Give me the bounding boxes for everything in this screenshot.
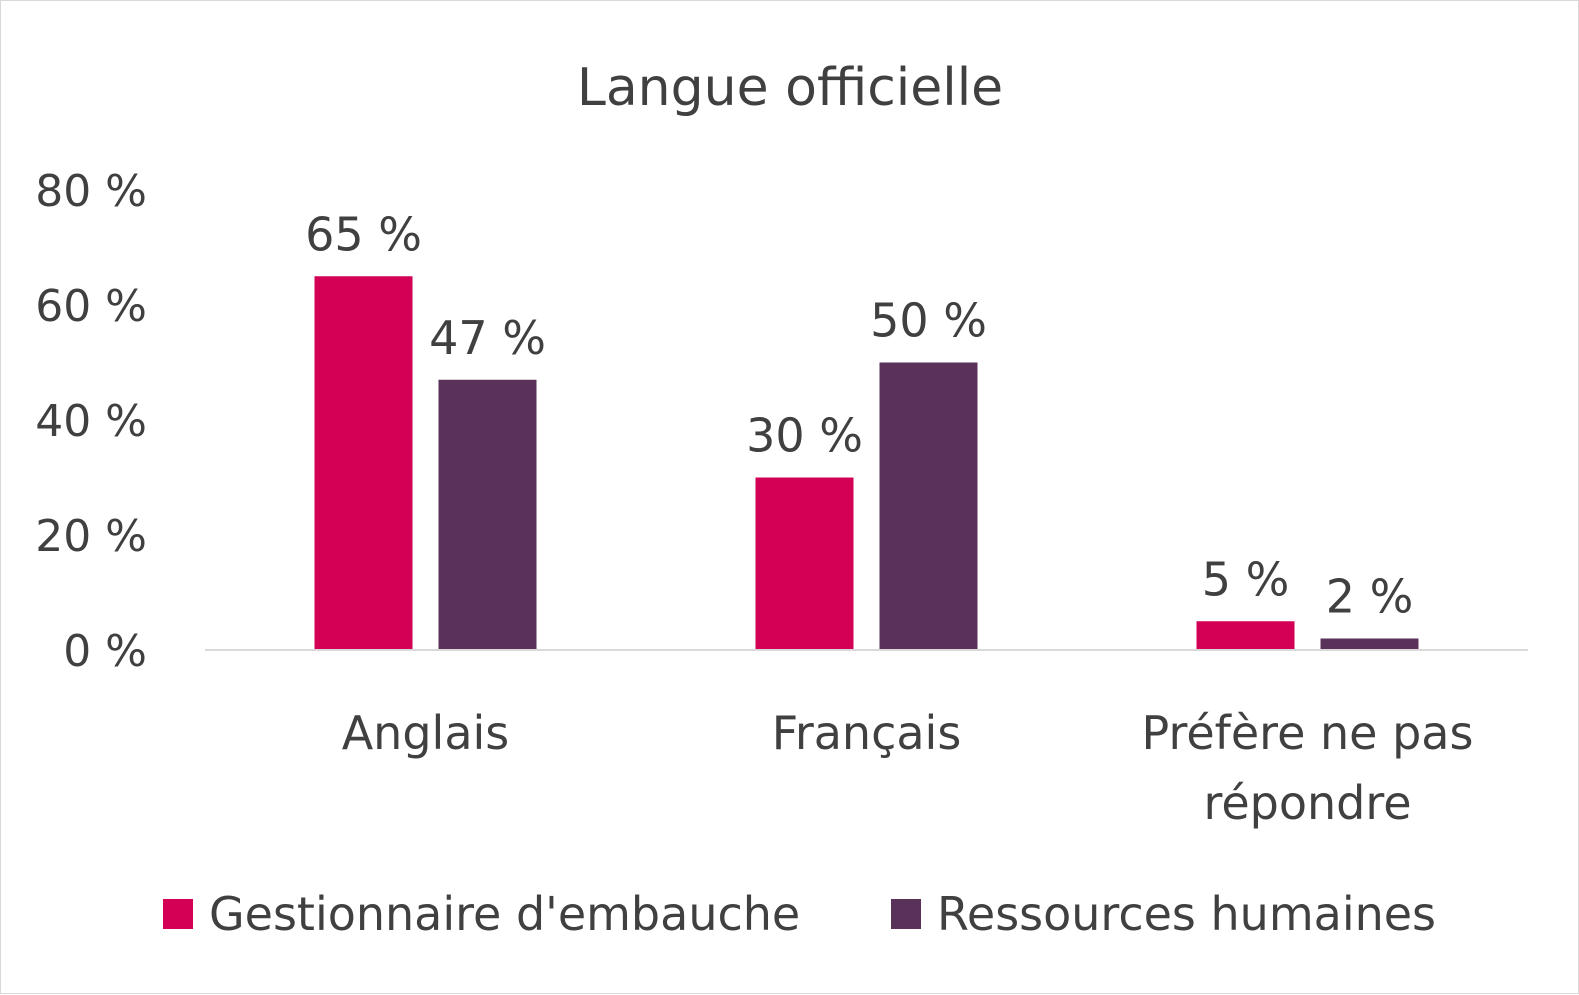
data-label: 65 %: [305, 207, 422, 261]
bar: [1196, 621, 1295, 650]
bar: [438, 379, 537, 650]
data-label: 30 %: [746, 409, 863, 463]
x-tick-label-line: Français: [772, 706, 962, 760]
bar: [1320, 638, 1419, 650]
y-axis: 0 % 20 % 40 % 60 % 80 %: [35, 166, 147, 677]
data-label: 47 %: [429, 311, 546, 365]
data-label: 5 %: [1202, 552, 1290, 606]
legend: Gestionnaire d'embauche Ressources humain…: [163, 887, 1436, 941]
x-tick-label: Anglais: [342, 706, 510, 760]
x-tick-label-line: répondre: [1203, 776, 1411, 830]
x-tick-label-line: Anglais: [342, 706, 510, 760]
bar: [879, 362, 978, 650]
bars: 65 %47 % 30 % 50 % 5 % 2 %: [305, 207, 1419, 650]
x-axis: Anglais Français Préfère ne pas répondre: [342, 706, 1474, 830]
legend-swatch: [163, 899, 193, 929]
legend-label: Gestionnaire d'embauche: [209, 887, 800, 941]
legend-swatch: [891, 899, 921, 929]
x-tick-label: Français: [772, 706, 962, 760]
data-label: 2 %: [1326, 570, 1414, 624]
x-tick-label: Préfère ne pas répondre: [1142, 706, 1474, 830]
y-tick-label: 20 %: [35, 511, 147, 562]
y-tick-label: 60 %: [35, 281, 147, 332]
data-label: 50 %: [870, 294, 987, 348]
chart-title: Langue officielle: [577, 58, 1003, 118]
bar: [314, 276, 413, 650]
legend-label: Ressources humaines: [937, 887, 1436, 941]
y-tick-label: 0 %: [63, 626, 147, 677]
bar: [755, 477, 854, 650]
y-tick-label: 40 %: [35, 396, 147, 447]
y-tick-label: 80 %: [35, 166, 147, 217]
x-tick-label-line: Préfère ne pas: [1142, 706, 1474, 760]
